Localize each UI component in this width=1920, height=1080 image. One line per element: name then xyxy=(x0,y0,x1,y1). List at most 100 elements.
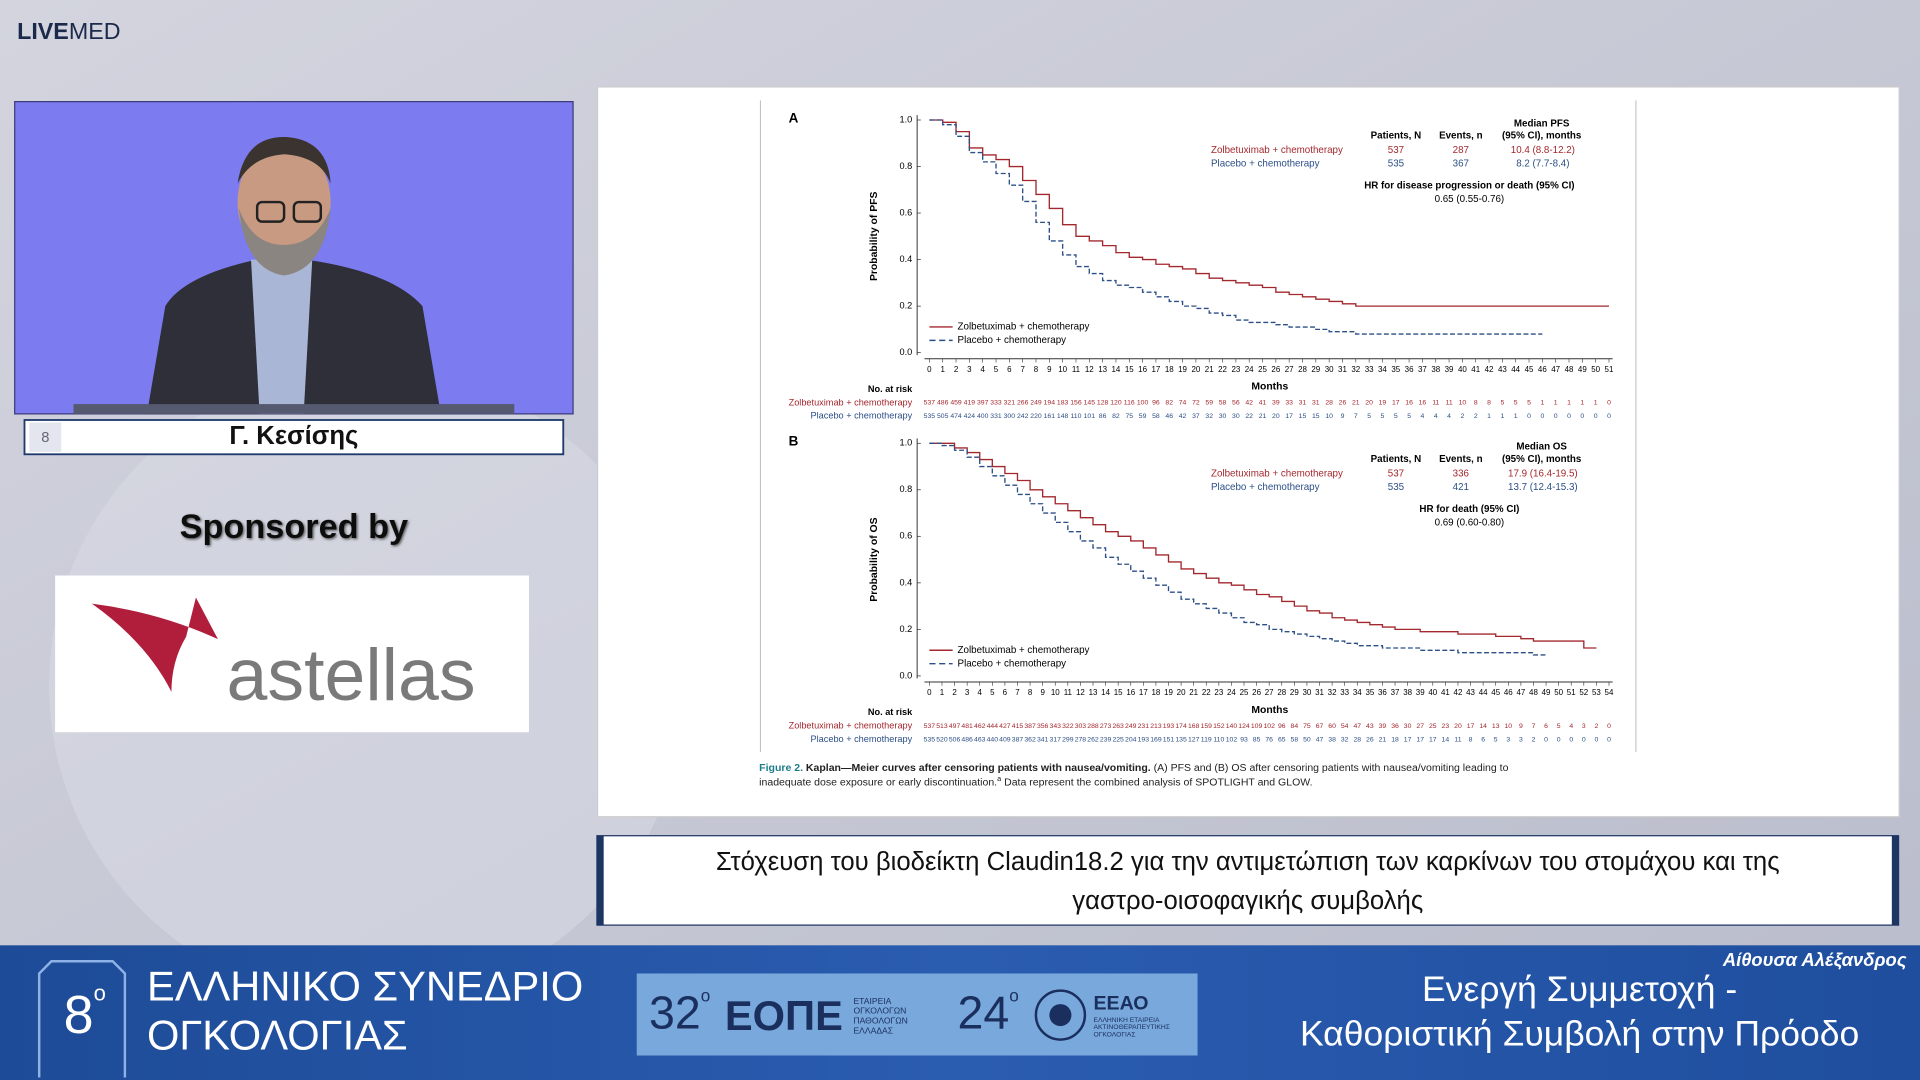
x-tick-label: 10 xyxy=(1051,688,1060,697)
x-tick-label: 4 xyxy=(978,688,983,697)
events: 336 xyxy=(1453,468,1470,479)
median: 10.4 (8.8-12.2) xyxy=(1511,145,1575,156)
y-tick-label: 0.6 xyxy=(899,207,912,217)
at-risk-count: 37 xyxy=(1192,413,1200,420)
at-risk-count: 7 xyxy=(1354,413,1358,420)
table-header: Events, n xyxy=(1439,454,1483,465)
at-risk-count: 193 xyxy=(1138,736,1150,743)
at-risk-count: 86 xyxy=(1099,413,1107,420)
y-tick-label: 0.6 xyxy=(899,531,912,541)
title-line: γαστρο-οισοφαγικής συμβολής xyxy=(1072,887,1423,915)
at-risk-count: 72 xyxy=(1192,400,1200,407)
x-tick-label: 20 xyxy=(1177,688,1186,697)
x-tick-label: 48 xyxy=(1565,365,1574,374)
title-bar: Στόχευση του βιοδείκτη Claudin18.2 για τ… xyxy=(596,835,1900,926)
at-risk-count: 278 xyxy=(1075,736,1087,743)
x-tick-label: 22 xyxy=(1218,365,1227,374)
at-risk-count: 32 xyxy=(1205,413,1213,420)
x-tick-label: 45 xyxy=(1525,365,1534,374)
at-risk-count: 59 xyxy=(1139,413,1147,420)
at-risk-count: 159 xyxy=(1201,723,1213,730)
at-risk-count: 424 xyxy=(964,413,976,420)
legend-table-name: Placebo + chemotherapy xyxy=(1211,482,1320,493)
hr-value: 0.69 (0.60-0.80) xyxy=(1435,517,1505,528)
at-risk-count: 486 xyxy=(961,736,973,743)
at-risk-count: 101 xyxy=(1084,413,1096,420)
at-risk-count: 19 xyxy=(1379,400,1387,407)
x-tick-label: 15 xyxy=(1125,365,1134,374)
at-risk-count: 213 xyxy=(1150,723,1162,730)
at-risk-count: 21 xyxy=(1352,400,1360,407)
at-risk-count: 26 xyxy=(1366,736,1374,743)
at-risk-count: 0 xyxy=(1580,413,1584,420)
at-risk-count: 5 xyxy=(1407,413,1411,420)
at-risk-count: 273 xyxy=(1100,723,1112,730)
at-risk-count: 481 xyxy=(961,723,973,730)
at-risk-count: 537 xyxy=(924,400,936,407)
x-tick-label: 35 xyxy=(1391,365,1400,374)
at-risk-count: 8 xyxy=(1487,400,1491,407)
x-tick-label: 49 xyxy=(1542,688,1551,697)
legend-label: Zolbetuximab + chemotherapy xyxy=(958,645,1090,656)
at-risk-count: 2 xyxy=(1594,723,1598,730)
x-tick-label: 3 xyxy=(965,688,970,697)
at-risk-count: 100 xyxy=(1137,400,1149,407)
at-risk-count: 84 xyxy=(1291,723,1299,730)
x-tick-label: 46 xyxy=(1538,365,1547,374)
at-risk-count: 96 xyxy=(1278,723,1286,730)
at-risk-count: 17 xyxy=(1416,736,1424,743)
at-risk-count: 47 xyxy=(1353,723,1361,730)
at-risk-count: 183 xyxy=(1057,400,1069,407)
congress-number: 8ο xyxy=(64,980,106,1045)
patients: 537 xyxy=(1388,468,1404,479)
x-tick-label: 54 xyxy=(1605,688,1614,697)
at-risk-count: 505 xyxy=(937,413,949,420)
at-risk-count: 400 xyxy=(977,413,989,420)
at-risk-count: 0 xyxy=(1594,736,1598,743)
at-risk-count: 46 xyxy=(1165,413,1173,420)
at-risk-count: 0 xyxy=(1554,413,1558,420)
legend-label: Placebo + chemotherapy xyxy=(958,658,1067,669)
at-risk-count: 120 xyxy=(1110,400,1122,407)
x-tick-label: 23 xyxy=(1214,688,1223,697)
at-risk-count: 11 xyxy=(1432,400,1439,407)
at-risk-count: 50 xyxy=(1303,736,1311,743)
at-risk-count: 82 xyxy=(1165,400,1173,407)
at-risk-count: 535 xyxy=(924,736,936,743)
at-risk-count: 58 xyxy=(1291,736,1299,743)
x-tick-label: 18 xyxy=(1151,688,1160,697)
x-tick-label: 47 xyxy=(1551,365,1560,374)
at-risk-count: 0 xyxy=(1544,736,1548,743)
at-risk-count: 20 xyxy=(1454,723,1462,730)
table-header: Patients, N xyxy=(1371,131,1422,142)
at-risk-count: 9 xyxy=(1519,723,1523,730)
at-risk-name: Placebo + chemotherapy xyxy=(811,411,913,421)
at-risk-count: 0 xyxy=(1557,736,1561,743)
hr-label: HR for death (95% CI) xyxy=(1419,504,1519,515)
at-risk-count: 5 xyxy=(1500,400,1504,407)
x-tick-label: 0 xyxy=(927,688,932,697)
median: 13.7 (12.4-15.3) xyxy=(1508,482,1578,493)
at-risk-count: 5 xyxy=(1527,400,1531,407)
at-risk-count: 65 xyxy=(1278,736,1286,743)
x-tick-label: 11 xyxy=(1072,365,1081,374)
sponsor-label: Sponsored by xyxy=(180,508,408,546)
table-header: Events, n xyxy=(1439,131,1483,142)
at-risk-count: 168 xyxy=(1188,723,1200,730)
congress-name: ΟΓΚΟΛΟΓΙΑΣ xyxy=(147,1011,408,1058)
at-risk-count: 506 xyxy=(949,736,961,743)
km-curve xyxy=(929,442,1547,656)
at-risk-count: 0 xyxy=(1594,413,1598,420)
at-risk-count: 75 xyxy=(1125,413,1133,420)
at-risk-count: 5 xyxy=(1367,413,1371,420)
at-risk-count: 463 xyxy=(974,736,986,743)
footer-banner: 8ο ΕΛΛΗΝΙΚΟ ΣΥΝΕΔΡΙΟ ΟΓΚΟΛΟΓΙΑΣ 32ο ΕΟΠΕ… xyxy=(0,945,1920,1080)
at-risk-count: 459 xyxy=(950,400,962,407)
at-risk-count: 7 xyxy=(1532,723,1536,730)
x-tick-label: 27 xyxy=(1265,688,1274,697)
at-risk-count: 2 xyxy=(1460,413,1464,420)
x-tick-label: 21 xyxy=(1205,365,1214,374)
x-tick-label: 42 xyxy=(1485,365,1494,374)
speaker-video xyxy=(14,101,574,415)
